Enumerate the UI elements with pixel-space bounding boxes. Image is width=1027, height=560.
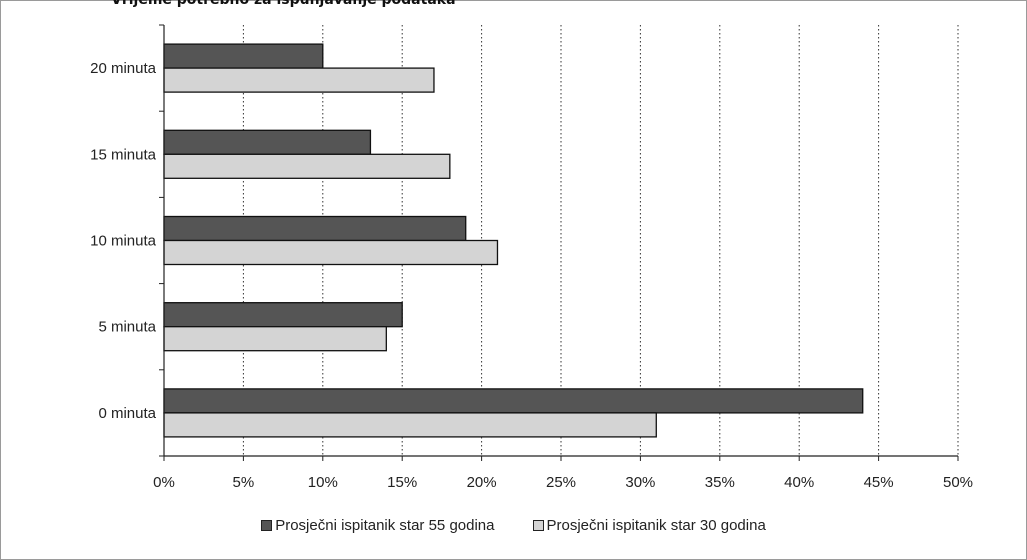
bar-series-1	[163, 43, 324, 69]
bar-series-1	[163, 129, 372, 155]
bar-series-1	[163, 388, 864, 414]
y-category-label: 20 minuta	[90, 60, 157, 77]
y-category-label: 10 minuta	[90, 233, 157, 250]
y-category-label: 0 minuta	[98, 405, 156, 422]
legend-label-series-2: Prosječni ispitanik star 30 godina	[546, 517, 766, 534]
bar-series-2	[163, 412, 657, 438]
x-tick-label: 35%	[705, 474, 735, 491]
legend: Prosječni ispitanik star 55 godina Prosj…	[0, 517, 1027, 534]
x-tick-label: 50%	[943, 474, 973, 491]
x-tick-label: 40%	[784, 474, 814, 491]
x-tick-label: 15%	[387, 474, 417, 491]
chart-title: Vrijeme potrebno za ispunjavanje podatak…	[111, 0, 456, 8]
bar-series-1	[163, 215, 467, 242]
x-tick-label: 20%	[467, 474, 497, 491]
legend-item-series-2: Prosječni ispitanik star 30 godina	[532, 517, 766, 534]
bar-series-2	[163, 67, 435, 93]
legend-item-series-1: Prosječni ispitanik star 55 godina	[261, 517, 495, 534]
x-tick-label: 10%	[308, 474, 338, 491]
y-category-label: 15 minuta	[90, 146, 157, 163]
bar-series-2	[163, 153, 451, 179]
y-category-label: 5 minuta	[98, 319, 156, 336]
bar-series-2	[163, 326, 387, 352]
legend-label-series-1: Prosječni ispitanik star 55 godina	[275, 517, 495, 534]
bar-series-1	[163, 302, 403, 328]
x-tick-label: 45%	[864, 474, 894, 491]
x-tick-label: 25%	[546, 474, 576, 491]
x-tick-label: 30%	[625, 474, 655, 491]
x-tick-label: 0%	[153, 474, 175, 491]
x-tick-label: 5%	[233, 474, 255, 491]
legend-swatch-series-2	[532, 520, 544, 531]
legend-swatch-series-1	[261, 520, 273, 531]
bar-series-2	[163, 239, 499, 266]
